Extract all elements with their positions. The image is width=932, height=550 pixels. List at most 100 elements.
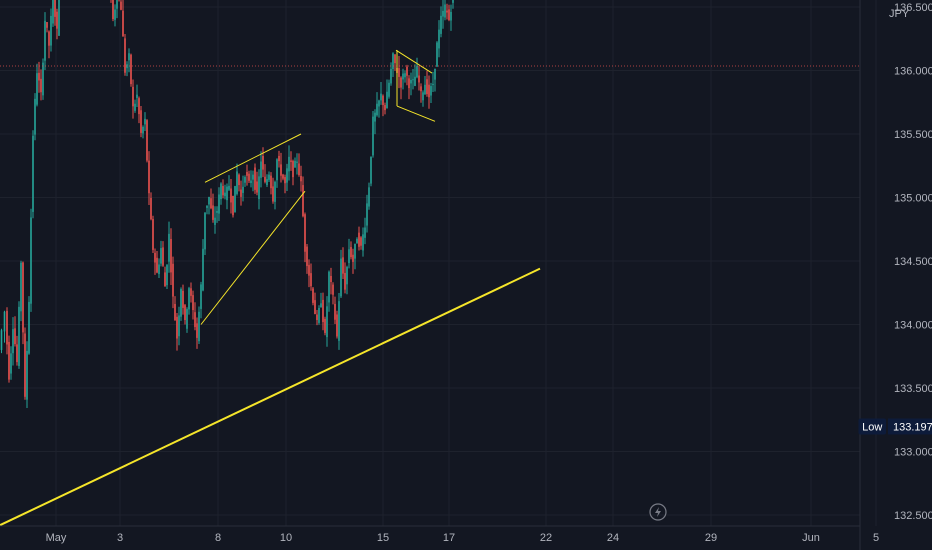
candle-body [252, 174, 254, 180]
candle-body [248, 173, 250, 181]
price-axis[interactable]: 132.500 133.000 133.500 134.000 134.500 135.0… [859, 0, 932, 550]
candle-body [452, 0, 454, 3]
candle-body [276, 159, 278, 181]
candle-body [216, 211, 218, 213]
candle-body [378, 100, 380, 107]
candle-body [224, 192, 226, 197]
candle-body [312, 288, 314, 303]
candle-body [296, 161, 298, 163]
candle-body [338, 301, 340, 341]
candle-body [162, 247, 164, 266]
candle-body [426, 79, 428, 95]
candle-body [438, 29, 440, 49]
candle-body [368, 187, 370, 207]
candle-body [128, 53, 130, 61]
candle-body [212, 205, 214, 220]
candle-body [144, 118, 146, 125]
y-tick-label: 135.500 [894, 129, 932, 141]
candle-body [222, 186, 224, 196]
trendlines[interactable] [0, 0, 626, 527]
replay-icon[interactable] [649, 503, 667, 521]
candle-body [206, 205, 208, 208]
x-tick-label: 24 [607, 532, 619, 544]
candle-body [172, 263, 174, 297]
candle-body [176, 316, 178, 339]
candle-body [154, 252, 156, 263]
candle-body [404, 73, 406, 78]
candle-body [432, 83, 434, 85]
candle-body [14, 328, 16, 345]
candle-body [234, 186, 236, 213]
candle-body [434, 68, 436, 80]
tag-value: 133.197 [893, 421, 932, 433]
candle-body [264, 176, 266, 182]
grid [0, 0, 877, 526]
candle-body [134, 103, 136, 111]
candle-body [6, 310, 8, 345]
candle-body [334, 303, 336, 320]
candle-body [202, 248, 204, 291]
y-tick-label: 134.500 [894, 256, 932, 268]
candle-body [294, 160, 296, 168]
candle-body [272, 186, 274, 202]
candle-body [400, 77, 402, 88]
tag-value-bg [888, 418, 932, 435]
candle-body [0, 330, 3, 350]
x-tick-label: Jun [802, 532, 820, 544]
candle-body [304, 214, 306, 252]
candle-body [148, 160, 150, 194]
x-tick-label: 10 [280, 532, 292, 544]
time-axis[interactable]: May 3 8 10 15 17 22 24 29 Jun 5 [0, 525, 879, 544]
x-tick-label: May [46, 532, 67, 544]
candle-body [302, 185, 304, 217]
candle-body [310, 273, 312, 287]
candle-body [186, 309, 188, 329]
candle-body [28, 301, 30, 354]
candle-body [370, 156, 372, 184]
candle-body [58, 0, 60, 36]
candle-body [194, 312, 196, 328]
candle-body [146, 120, 148, 161]
candle-body [382, 95, 384, 106]
candle-body [122, 10, 124, 37]
candle-body [354, 243, 356, 259]
candle-body [282, 174, 284, 179]
candle-body [48, 31, 50, 46]
x-tick-label: 5 [873, 532, 879, 544]
candle-body [182, 290, 184, 308]
candle-body [416, 66, 418, 78]
candle-body [228, 185, 230, 190]
candle-body [274, 181, 276, 202]
candle-body [244, 177, 246, 183]
candle-body [362, 234, 364, 251]
candle-body [20, 262, 22, 312]
candle-body [246, 172, 248, 176]
trendline [0, 267, 541, 527]
candle-body [316, 314, 318, 320]
candle-body [46, 22, 48, 28]
candle-body [392, 53, 394, 70]
x-tick-label: 22 [540, 532, 552, 544]
candle-body [422, 92, 424, 101]
candle-body [188, 288, 190, 310]
candle-body [308, 264, 310, 276]
candle-body [120, 1, 122, 10]
candle-body [240, 189, 242, 197]
price-tags: High139.704139.500USDJPY139.469138.55013… [858, 418, 932, 435]
x-tick-label: 3 [117, 532, 123, 544]
candle-body [298, 163, 300, 176]
candle-body [214, 217, 216, 225]
candle-body [256, 181, 258, 193]
candle-body [440, 15, 442, 34]
x-tick-label: 29 [705, 532, 717, 544]
candle-body [306, 246, 308, 267]
candle-body [152, 218, 154, 250]
candle-body [170, 238, 172, 273]
candle-body [412, 79, 414, 81]
candle-body [220, 183, 222, 200]
candle-body [418, 75, 420, 83]
candle-body [130, 54, 132, 85]
candle-body [242, 186, 244, 193]
